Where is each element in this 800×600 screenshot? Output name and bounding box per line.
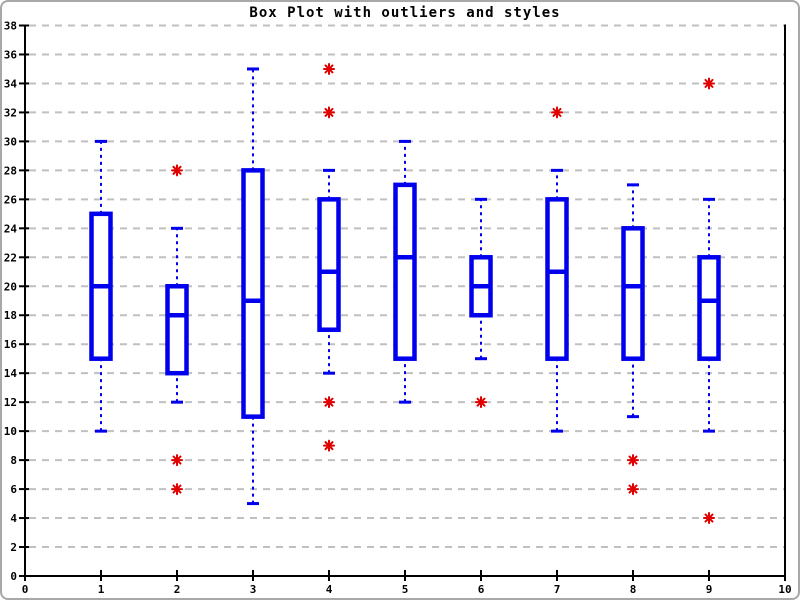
box-group-3 <box>241 67 265 506</box>
box-group-9 <box>697 77 721 525</box>
y-tick-label: 4 <box>10 512 17 525</box>
outlier-stroke-d2 <box>324 64 334 74</box>
box-rect <box>317 197 341 332</box>
outlier-marker <box>323 62 335 75</box>
outlier-stroke-d2 <box>172 455 182 465</box>
outlier-stroke-d2 <box>628 484 638 494</box>
outlier-marker <box>475 396 487 409</box>
box-rect <box>621 226 645 361</box>
outlier-marker <box>323 106 335 119</box>
x-tick-label: 2 <box>174 583 181 596</box>
y-tick-label: 16 <box>4 338 18 351</box>
y-tick-label: 0 <box>10 570 17 583</box>
outlier-marker <box>171 454 183 467</box>
y-tick-label: 34 <box>4 77 18 90</box>
box-rect <box>545 197 569 361</box>
outlier-stroke-d2 <box>476 397 486 407</box>
outlier-marker <box>171 483 183 496</box>
y-tick-label: 6 <box>10 483 17 496</box>
outlier-stroke-d2 <box>704 78 714 88</box>
x-tick-label: 4 <box>326 583 333 596</box>
y-tick-label: 12 <box>4 396 17 409</box>
y-tick-label: 8 <box>10 454 17 467</box>
x-tick-label: 6 <box>478 583 485 596</box>
chart-title: Box Plot with outliers and styles <box>249 5 561 21</box>
outlier-marker <box>551 106 563 119</box>
outlier-marker <box>627 454 639 467</box>
x-tick-label: 3 <box>250 583 257 596</box>
outlier-marker <box>703 512 715 525</box>
x-tick-label: 9 <box>706 583 713 596</box>
y-tick-label: 26 <box>4 193 18 206</box>
y-tick-label: 32 <box>4 106 17 119</box>
x-tick-label: 7 <box>554 583 561 596</box>
y-tick-label: 14 <box>4 367 18 380</box>
box-group-1 <box>89 139 113 433</box>
outlier-stroke-d2 <box>704 513 714 523</box>
box-rect <box>697 255 721 361</box>
box-rect <box>393 182 417 361</box>
outlier-stroke-d2 <box>324 397 334 407</box>
outlier-stroke-d2 <box>324 441 334 451</box>
y-tick-label: 36 <box>4 48 18 61</box>
outlier-marker <box>323 396 335 409</box>
box-group-6 <box>469 197 493 409</box>
y-tick-label: 24 <box>4 222 18 235</box>
outlier-stroke-d2 <box>324 107 334 117</box>
x-tick-label: 8 <box>630 583 637 596</box>
outlier-stroke-d2 <box>172 484 182 494</box>
outlier-stroke-d2 <box>628 455 638 465</box>
box-group-4 <box>317 62 341 452</box>
x-tick-label: 5 <box>402 583 409 596</box>
box-rect <box>241 168 265 419</box>
x-tick-label: 1 <box>98 583 105 596</box>
x-tick-label: 10 <box>778 583 791 596</box>
y-tick-label: 20 <box>4 280 17 293</box>
x-tick-label: 0 <box>22 583 29 596</box>
y-tick-label: 28 <box>4 164 17 177</box>
y-tick-label: 38 <box>4 20 17 33</box>
box-group-2 <box>165 164 189 496</box>
y-tick-label: 18 <box>4 309 17 322</box>
y-tick-label: 30 <box>4 135 17 148</box>
outlier-marker <box>703 77 715 90</box>
outlier-marker <box>323 439 335 452</box>
y-tick-label: 2 <box>10 541 17 554</box>
y-tick-label: 10 <box>4 425 17 438</box>
y-tick-label: 22 <box>4 251 17 264</box>
outlier-stroke-d2 <box>172 165 182 175</box>
outlier-marker <box>627 483 639 496</box>
box-rect <box>165 284 189 376</box>
outlier-stroke-d2 <box>552 107 562 117</box>
box-group-8 <box>621 183 645 496</box>
box-group-7 <box>545 106 569 433</box>
outlier-marker <box>171 164 183 177</box>
box-group-5 <box>393 139 417 404</box>
